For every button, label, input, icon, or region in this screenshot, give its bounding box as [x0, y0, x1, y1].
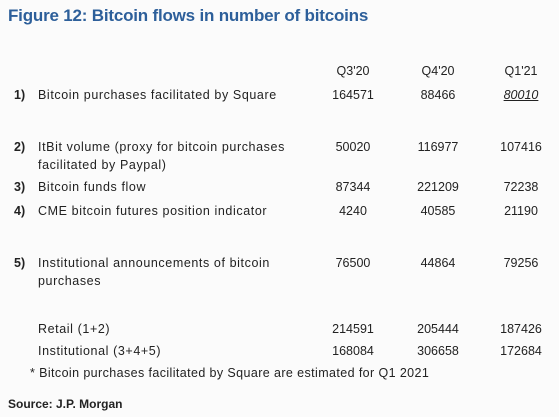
- row-number: 5): [14, 256, 26, 270]
- table-cell: 76500: [335, 256, 371, 270]
- row-label: ItBit volume (proxy for bitcoin purchase…: [38, 140, 285, 172]
- table-cell: 187426: [500, 322, 542, 336]
- table-cell: 221209: [417, 180, 459, 194]
- table-cell: 44864: [420, 256, 456, 270]
- source-line: Source: J.P. Morgan: [8, 397, 123, 411]
- figure-title: Figure 12: Bitcoin flows in number of bi…: [8, 6, 369, 25]
- column-header-q3-20: Q3'20: [336, 64, 370, 78]
- row-label: Bitcoin purchases facilitated by Square: [38, 88, 277, 102]
- table-cell: 21190: [504, 204, 538, 218]
- table-cell: 205444: [417, 322, 459, 336]
- table-cell: 214591: [332, 322, 374, 336]
- table-cell: 88466: [420, 88, 456, 102]
- table-cell: 72238: [503, 180, 539, 194]
- table-cell: 4240: [339, 204, 367, 218]
- table-cell: 306658: [417, 344, 459, 358]
- row-label: Bitcoin funds flow: [38, 180, 147, 194]
- table-cell: 79256: [503, 256, 539, 270]
- column-header-q4-20: Q4'20: [421, 64, 455, 78]
- row-number: 3): [14, 180, 26, 194]
- table-cell: 40585: [420, 204, 456, 218]
- table-cell-estimated: 80010: [503, 88, 539, 102]
- row-label: Institutional announcements of bitcoin p…: [38, 256, 270, 288]
- row-number: 4): [14, 204, 26, 218]
- row-number: 1): [14, 88, 26, 102]
- summary-label-retail: Retail (1+2): [38, 322, 111, 336]
- row-label: CME bitcoin futures position indicator: [38, 204, 268, 218]
- table-cell: 168084: [332, 344, 374, 358]
- summary-label-institutional: Institutional (3+4+5): [38, 344, 162, 358]
- row-number: 2): [14, 140, 26, 154]
- table-cell: 116977: [417, 140, 459, 154]
- column-header-q1-21: Q1'21: [504, 64, 538, 78]
- table-cell: 50020: [335, 140, 371, 154]
- table-cell: 107416: [500, 140, 542, 154]
- table-cell: 87344: [335, 180, 371, 194]
- table-cell: 164571: [332, 88, 374, 102]
- footnote: * Bitcoin purchases facilitated by Squar…: [30, 366, 430, 380]
- table-cell: 172684: [500, 344, 542, 358]
